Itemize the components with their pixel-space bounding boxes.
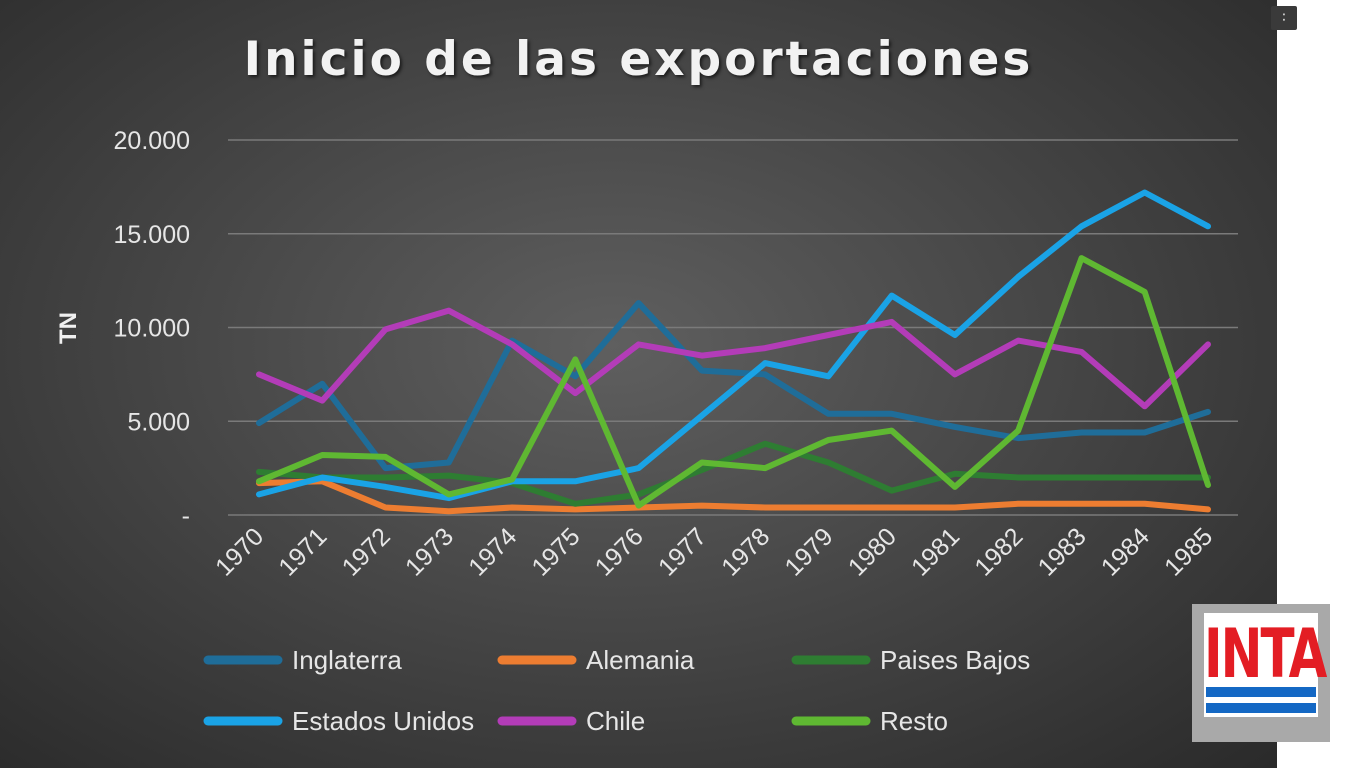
legend-label: Estados Unidos	[292, 706, 474, 736]
x-tick-label: 1975	[526, 522, 585, 581]
x-tick-label: 1976	[590, 522, 649, 581]
y-tick-label: -	[182, 502, 190, 530]
legend-label: Resto	[880, 706, 948, 736]
x-tick-label: 1971	[273, 522, 332, 581]
x-tick-label: 1972	[337, 522, 396, 581]
x-tick-label: 1978	[716, 522, 775, 581]
x-tick-label: 1979	[780, 522, 839, 581]
logo-stripe	[1206, 703, 1316, 713]
collapse-icon[interactable]: ∶	[1271, 6, 1297, 30]
series-line-paises-bajos	[256, 440, 1211, 507]
series-line-inglaterra	[256, 300, 1211, 472]
x-tick-label: 1984	[1096, 522, 1155, 581]
x-tick-label: 1970	[210, 522, 269, 581]
x-tick-label: 1977	[653, 522, 712, 581]
y-tick-label: 10.000	[114, 315, 190, 343]
logo-stripe	[1206, 687, 1316, 697]
inta-logo: INTA	[1192, 604, 1330, 742]
x-tick-label: 1985	[1159, 522, 1218, 581]
x-tick-label: 1982	[969, 522, 1028, 581]
chart-title: Inicio de las exportaciones	[243, 32, 1034, 87]
x-tick-label: 1974	[463, 522, 522, 581]
x-tick-label: 1983	[1033, 522, 1092, 581]
legend-label: Inglaterra	[292, 645, 402, 675]
legend-label: Alemania	[586, 645, 695, 675]
legend-label: Chile	[586, 706, 645, 736]
x-tick-label: 1980	[843, 522, 902, 581]
series-line-resto	[256, 255, 1211, 509]
series-line-alemania	[256, 478, 1211, 515]
y-tick-label: 15.000	[114, 221, 190, 249]
logo-text: INTA	[1204, 615, 1327, 694]
chart-slide: Inicio de las exportaciones - 5.000 10.000…	[0, 0, 1277, 768]
y-tick-label: 20.000	[114, 127, 190, 155]
legend-label: Paises Bajos	[880, 645, 1030, 675]
x-tick-label: 1981	[906, 522, 965, 581]
series-line-estados-unidos	[256, 189, 1211, 502]
y-tick-label: 5.000	[127, 408, 190, 436]
x-tick-label: 1973	[400, 522, 459, 581]
y-axis-label: TN	[55, 312, 82, 344]
